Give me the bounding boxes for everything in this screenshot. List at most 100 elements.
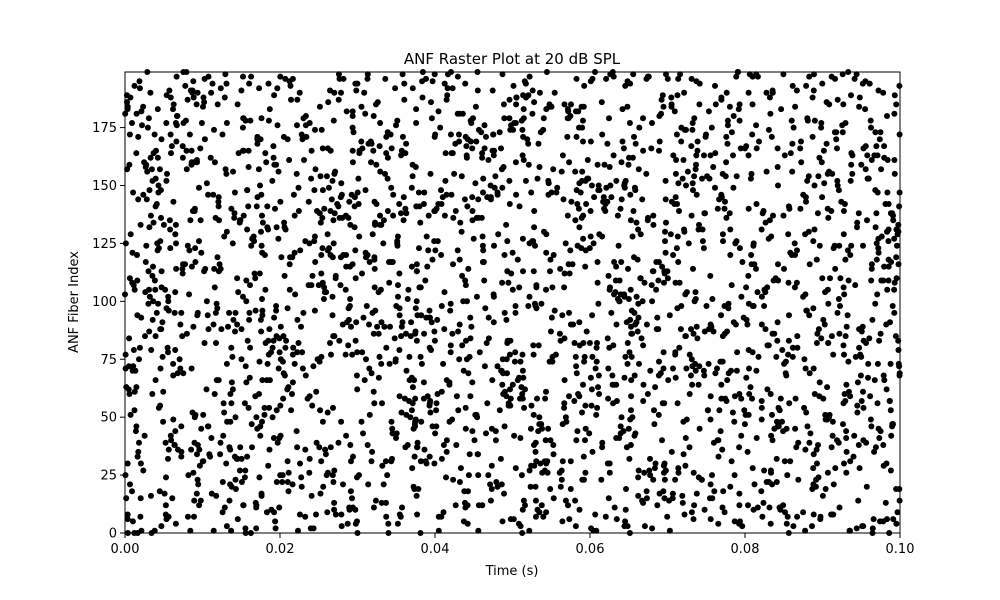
spike-point: [572, 353, 579, 360]
spike-point: [673, 245, 680, 252]
spike-point: [501, 115, 508, 122]
spike-point: [872, 187, 879, 194]
spike-point: [173, 138, 180, 145]
spike-point: [158, 523, 165, 530]
spike-point: [736, 101, 743, 108]
spike-point: [338, 418, 345, 425]
spike-point: [887, 467, 894, 474]
spike-point: [894, 509, 901, 516]
spike-point: [152, 175, 159, 182]
spike-point: [873, 240, 880, 247]
y-tick-label: 25: [100, 469, 117, 484]
spike-point: [326, 245, 333, 252]
spike-point: [871, 152, 878, 159]
spike-point: [301, 157, 307, 163]
spike-point: [761, 303, 768, 309]
spike-point: [741, 407, 748, 414]
spike-point: [136, 356, 142, 363]
x-tick-label: 0.00: [111, 542, 140, 557]
spike-point: [794, 513, 801, 520]
spike-point: [746, 365, 752, 372]
spike-point: [655, 277, 662, 284]
spike-point: [875, 87, 882, 94]
spike-point: [451, 170, 458, 177]
spike-point: [811, 117, 818, 124]
spike-point: [285, 384, 292, 391]
spike-point: [616, 277, 623, 284]
spike-point: [787, 249, 794, 256]
spike-point: [504, 268, 511, 275]
spike-point: [695, 474, 702, 481]
spike-point: [885, 238, 892, 245]
spike-point: [878, 166, 885, 173]
spike-point: [690, 330, 697, 337]
spike-point: [377, 286, 384, 293]
spike-point: [891, 92, 898, 99]
spike-point: [252, 499, 259, 506]
spike-point: [824, 469, 831, 476]
spike-point: [580, 453, 587, 460]
spike-point: [789, 140, 796, 147]
spike-point: [182, 117, 189, 124]
spike-point: [384, 175, 391, 182]
spike-point: [830, 481, 837, 488]
spike-point: [380, 481, 387, 488]
spike-point: [222, 71, 229, 78]
spike-point: [733, 173, 740, 180]
spike-point: [213, 492, 220, 499]
spike-point: [751, 261, 758, 268]
spike-point: [261, 252, 268, 258]
spike-point: [197, 497, 204, 504]
spike-point: [844, 312, 851, 319]
spike-point: [481, 277, 488, 284]
spike-point: [525, 92, 532, 99]
spike-point: [786, 312, 792, 319]
spike-point: [773, 353, 780, 360]
spike-point: [595, 187, 602, 194]
spike-point: [840, 208, 847, 214]
spike-point: [230, 168, 236, 175]
spike-point: [344, 520, 351, 527]
spike-point: [767, 520, 774, 527]
spike-point: [131, 286, 138, 293]
spike-point: [138, 108, 145, 115]
spike-point: [545, 177, 552, 184]
spike-point: [433, 400, 440, 407]
spike-point: [551, 89, 558, 96]
spike-point: [376, 143, 383, 150]
spike-point: [173, 240, 179, 247]
spike-point: [659, 437, 665, 444]
spike-point: [214, 254, 221, 261]
spike-point: [330, 479, 337, 485]
spike-point: [561, 377, 568, 384]
spike-point: [172, 428, 179, 435]
spike-point: [560, 196, 567, 203]
spike-point: [288, 96, 294, 103]
spike-point: [295, 340, 302, 346]
spike-point: [382, 458, 389, 465]
spike-point: [286, 286, 293, 293]
spike-point: [707, 393, 714, 400]
spike-point: [463, 152, 470, 159]
spike-point: [302, 446, 309, 453]
spike-point: [261, 404, 268, 411]
spike-point: [217, 85, 224, 92]
spike-point: [729, 409, 736, 416]
spike-point: [659, 400, 666, 407]
spike-point: [497, 455, 504, 462]
spike-point: [170, 101, 177, 108]
spike-point: [854, 379, 861, 386]
spike-point: [278, 254, 285, 261]
spike-point: [247, 344, 254, 351]
spike-point: [371, 198, 378, 205]
spike-point: [269, 177, 276, 184]
spike-point: [401, 96, 408, 103]
spike-point: [490, 319, 497, 326]
spike-point: [736, 502, 743, 509]
spike-point: [364, 442, 371, 448]
spike-point: [719, 231, 726, 238]
spike-point: [580, 381, 586, 388]
spike-point: [724, 328, 730, 335]
spike-point: [763, 168, 770, 175]
spike-point: [145, 115, 152, 122]
